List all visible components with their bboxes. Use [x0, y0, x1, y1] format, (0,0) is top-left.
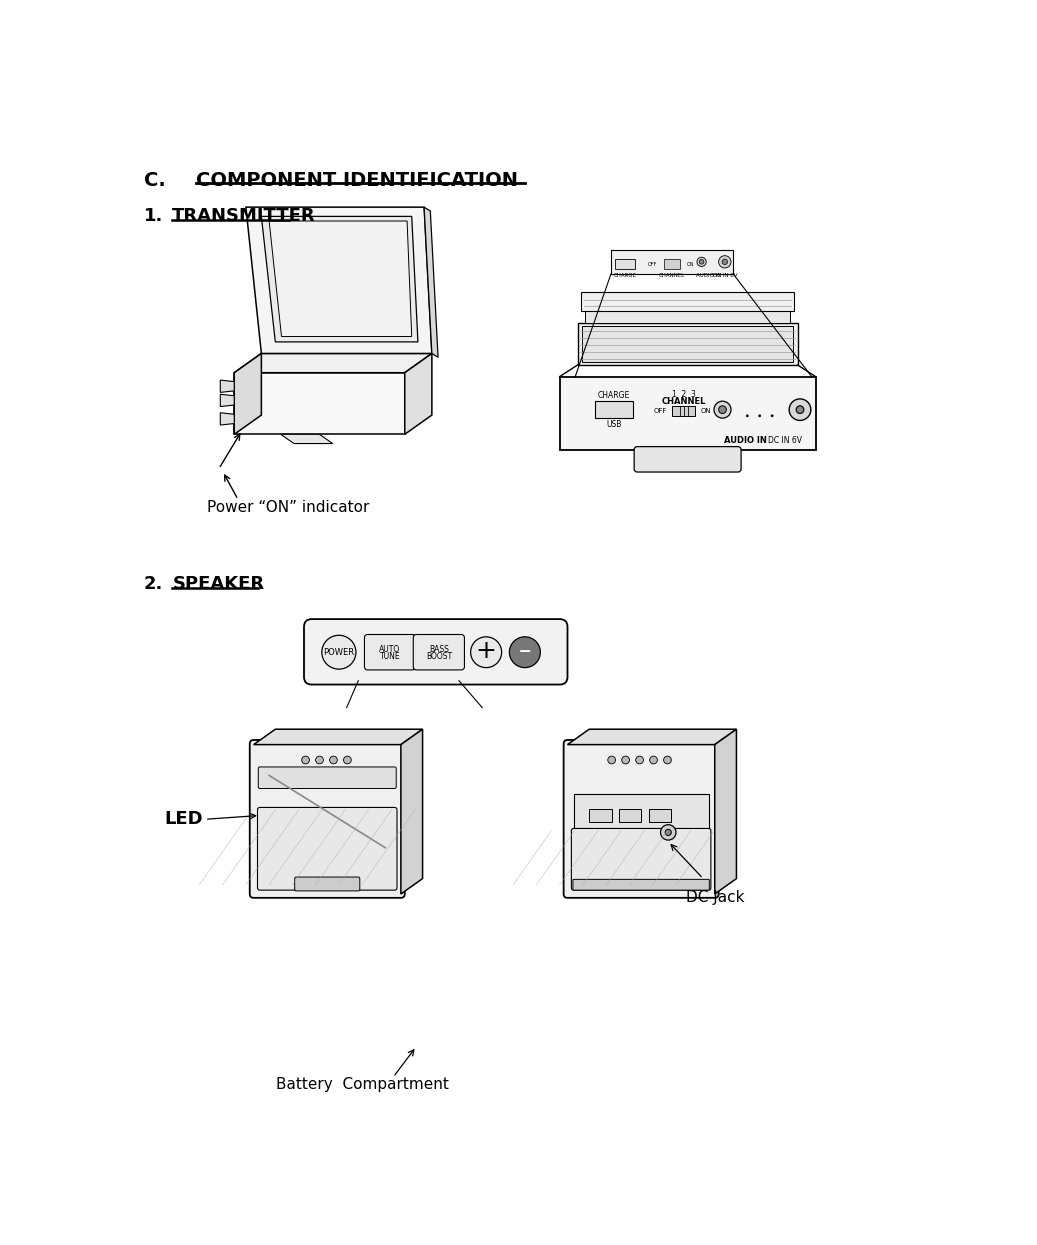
Polygon shape: [254, 730, 422, 745]
Circle shape: [664, 756, 671, 764]
Circle shape: [321, 635, 356, 669]
Text: BOOST: BOOST: [426, 652, 452, 661]
Text: CHARGE: CHARGE: [598, 391, 630, 400]
Polygon shape: [270, 222, 412, 336]
Text: CHANNEL: CHANNEL: [662, 397, 706, 406]
Circle shape: [661, 824, 676, 840]
Text: 1  2  3: 1 2 3: [672, 390, 696, 398]
FancyBboxPatch shape: [615, 259, 635, 269]
Circle shape: [343, 756, 352, 764]
Circle shape: [719, 255, 731, 268]
FancyBboxPatch shape: [573, 794, 708, 839]
FancyBboxPatch shape: [414, 635, 465, 670]
Circle shape: [315, 756, 324, 764]
Text: 2.: 2.: [143, 575, 163, 593]
Circle shape: [789, 398, 811, 421]
FancyBboxPatch shape: [295, 876, 360, 891]
Polygon shape: [582, 291, 793, 311]
Circle shape: [665, 829, 671, 835]
Circle shape: [796, 406, 804, 413]
Text: TUNE: TUNE: [380, 652, 400, 661]
Text: LED: LED: [165, 810, 203, 828]
FancyBboxPatch shape: [571, 828, 711, 890]
Text: 1.: 1.: [143, 207, 163, 225]
FancyBboxPatch shape: [589, 809, 613, 822]
Polygon shape: [220, 413, 234, 425]
Polygon shape: [424, 207, 438, 357]
Circle shape: [722, 259, 728, 264]
Circle shape: [608, 756, 616, 764]
Polygon shape: [246, 207, 431, 354]
Circle shape: [636, 756, 643, 764]
Circle shape: [622, 756, 629, 764]
FancyBboxPatch shape: [364, 635, 416, 670]
Text: DC Jack: DC Jack: [685, 890, 744, 905]
Circle shape: [302, 756, 309, 764]
Text: TRANSMITTER: TRANSMITTER: [172, 207, 316, 225]
Polygon shape: [220, 380, 234, 392]
FancyBboxPatch shape: [258, 767, 396, 788]
Polygon shape: [401, 730, 422, 894]
Text: CHARGE: CHARGE: [613, 273, 637, 278]
Circle shape: [770, 415, 774, 417]
Circle shape: [758, 415, 761, 417]
Text: AUDIO IN: AUDIO IN: [724, 436, 767, 444]
Text: COMPONENT IDENTIFICATION: COMPONENT IDENTIFICATION: [196, 171, 517, 190]
Text: AUDIO IN: AUDIO IN: [696, 273, 722, 278]
Text: DC IN 6V: DC IN 6V: [712, 273, 737, 278]
Text: SPEAKER: SPEAKER: [172, 575, 264, 593]
Text: ON: ON: [701, 408, 711, 415]
Circle shape: [509, 636, 540, 667]
Text: OFF: OFF: [653, 408, 667, 415]
Polygon shape: [578, 322, 797, 365]
FancyBboxPatch shape: [257, 808, 397, 890]
Circle shape: [471, 636, 502, 667]
Text: Battery  Compartment: Battery Compartment: [276, 1077, 449, 1092]
Text: BASS: BASS: [429, 645, 449, 654]
Polygon shape: [567, 730, 736, 745]
Polygon shape: [560, 376, 815, 449]
FancyBboxPatch shape: [594, 401, 634, 418]
Polygon shape: [404, 354, 431, 435]
Text: USB: USB: [607, 421, 622, 430]
Polygon shape: [672, 406, 696, 416]
Text: CHANNEL: CHANNEL: [658, 273, 685, 278]
Polygon shape: [234, 372, 404, 435]
FancyBboxPatch shape: [619, 809, 641, 822]
Text: Power “ON” indicator: Power “ON” indicator: [207, 499, 369, 514]
FancyBboxPatch shape: [304, 619, 567, 685]
Text: DC IN 6V: DC IN 6V: [767, 436, 802, 444]
Polygon shape: [261, 217, 418, 342]
Circle shape: [330, 756, 337, 764]
Polygon shape: [234, 354, 261, 435]
Polygon shape: [714, 730, 736, 894]
Polygon shape: [611, 249, 733, 274]
Text: +: +: [476, 640, 497, 664]
Text: OFF: OFF: [648, 261, 657, 266]
FancyBboxPatch shape: [649, 809, 671, 822]
Text: POWER: POWER: [324, 647, 355, 656]
Polygon shape: [220, 395, 234, 407]
FancyBboxPatch shape: [564, 740, 719, 898]
Polygon shape: [281, 435, 333, 443]
Circle shape: [714, 401, 731, 418]
Polygon shape: [585, 311, 790, 322]
Text: C.: C.: [143, 171, 165, 190]
Polygon shape: [582, 326, 793, 362]
Circle shape: [699, 259, 704, 264]
FancyBboxPatch shape: [572, 879, 709, 890]
Text: ON: ON: [686, 261, 695, 266]
Text: AUTO: AUTO: [380, 645, 400, 654]
FancyBboxPatch shape: [250, 740, 404, 898]
Text: –: –: [518, 640, 531, 664]
FancyBboxPatch shape: [635, 447, 741, 472]
Circle shape: [719, 406, 726, 413]
Circle shape: [649, 756, 657, 764]
Polygon shape: [665, 259, 680, 269]
Circle shape: [697, 258, 706, 266]
Polygon shape: [234, 354, 431, 372]
Circle shape: [747, 415, 749, 417]
